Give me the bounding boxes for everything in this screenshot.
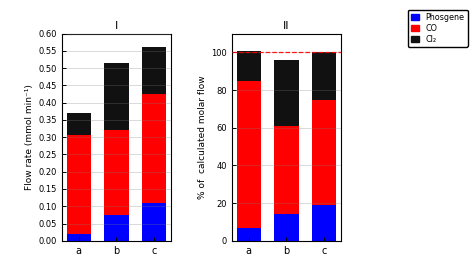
Legend: Phosgene, CO, Cl₂: Phosgene, CO, Cl₂ bbox=[408, 10, 468, 47]
Bar bbox=[142, 94, 166, 203]
Bar bbox=[312, 205, 336, 241]
Y-axis label: % of  calculated molar flow: % of calculated molar flow bbox=[198, 75, 207, 199]
Bar bbox=[104, 130, 128, 215]
Title: I: I bbox=[115, 22, 118, 31]
Bar bbox=[312, 99, 336, 205]
Bar bbox=[312, 52, 336, 99]
Bar bbox=[274, 214, 299, 241]
Title: II: II bbox=[283, 22, 290, 31]
Bar bbox=[104, 215, 128, 241]
Bar bbox=[142, 203, 166, 241]
Y-axis label: Flow rate (mmol min⁻¹): Flow rate (mmol min⁻¹) bbox=[25, 84, 34, 190]
Bar bbox=[274, 126, 299, 214]
Bar bbox=[67, 113, 91, 136]
Bar bbox=[237, 81, 261, 228]
Bar bbox=[237, 51, 261, 81]
Bar bbox=[142, 47, 166, 94]
Bar bbox=[104, 63, 128, 130]
Bar bbox=[67, 234, 91, 241]
Bar bbox=[67, 136, 91, 234]
Bar bbox=[274, 60, 299, 126]
Bar bbox=[237, 228, 261, 241]
